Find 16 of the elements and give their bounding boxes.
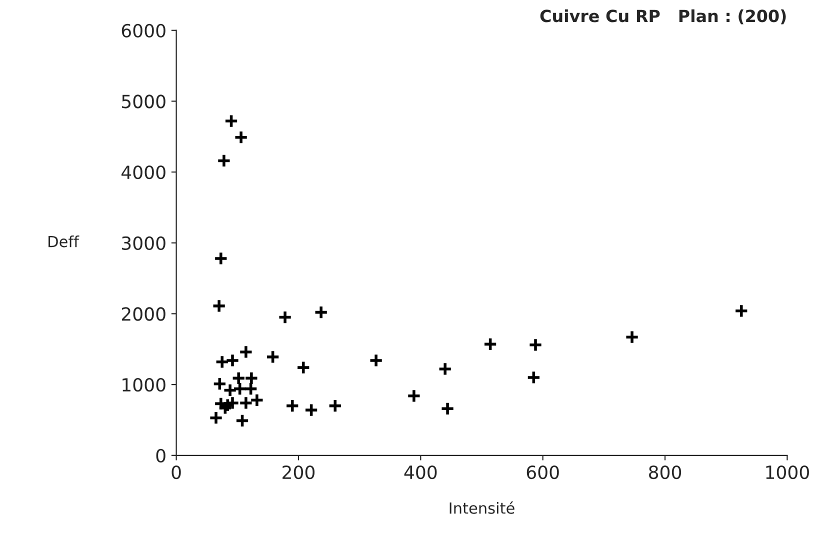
y-tick-label: 2000 (122, 307, 166, 321)
y-tick-label: 0 (156, 448, 166, 463)
y-tick-label: 6000 (122, 24, 166, 38)
y-tick-label: 3000 (122, 236, 166, 250)
x-tick-label: 200 (282, 465, 315, 480)
y-axis-title: Deff (48, 235, 80, 248)
x-tick-label: 1000 (766, 465, 809, 480)
y-tick-label: 5000 (122, 94, 166, 108)
y-tick-label: 4000 (122, 166, 166, 180)
y-tick-label: 1000 (122, 378, 166, 392)
chart-title: Cuivre Cu RP Plan : (200) (540, 9, 786, 24)
x-tick-label: 0 (172, 465, 181, 480)
x-tick-label: 600 (526, 465, 559, 480)
x-tick-label: 400 (404, 465, 437, 480)
x-tick-label: 800 (649, 465, 682, 480)
x-axis-title: Intensité (450, 501, 514, 514)
